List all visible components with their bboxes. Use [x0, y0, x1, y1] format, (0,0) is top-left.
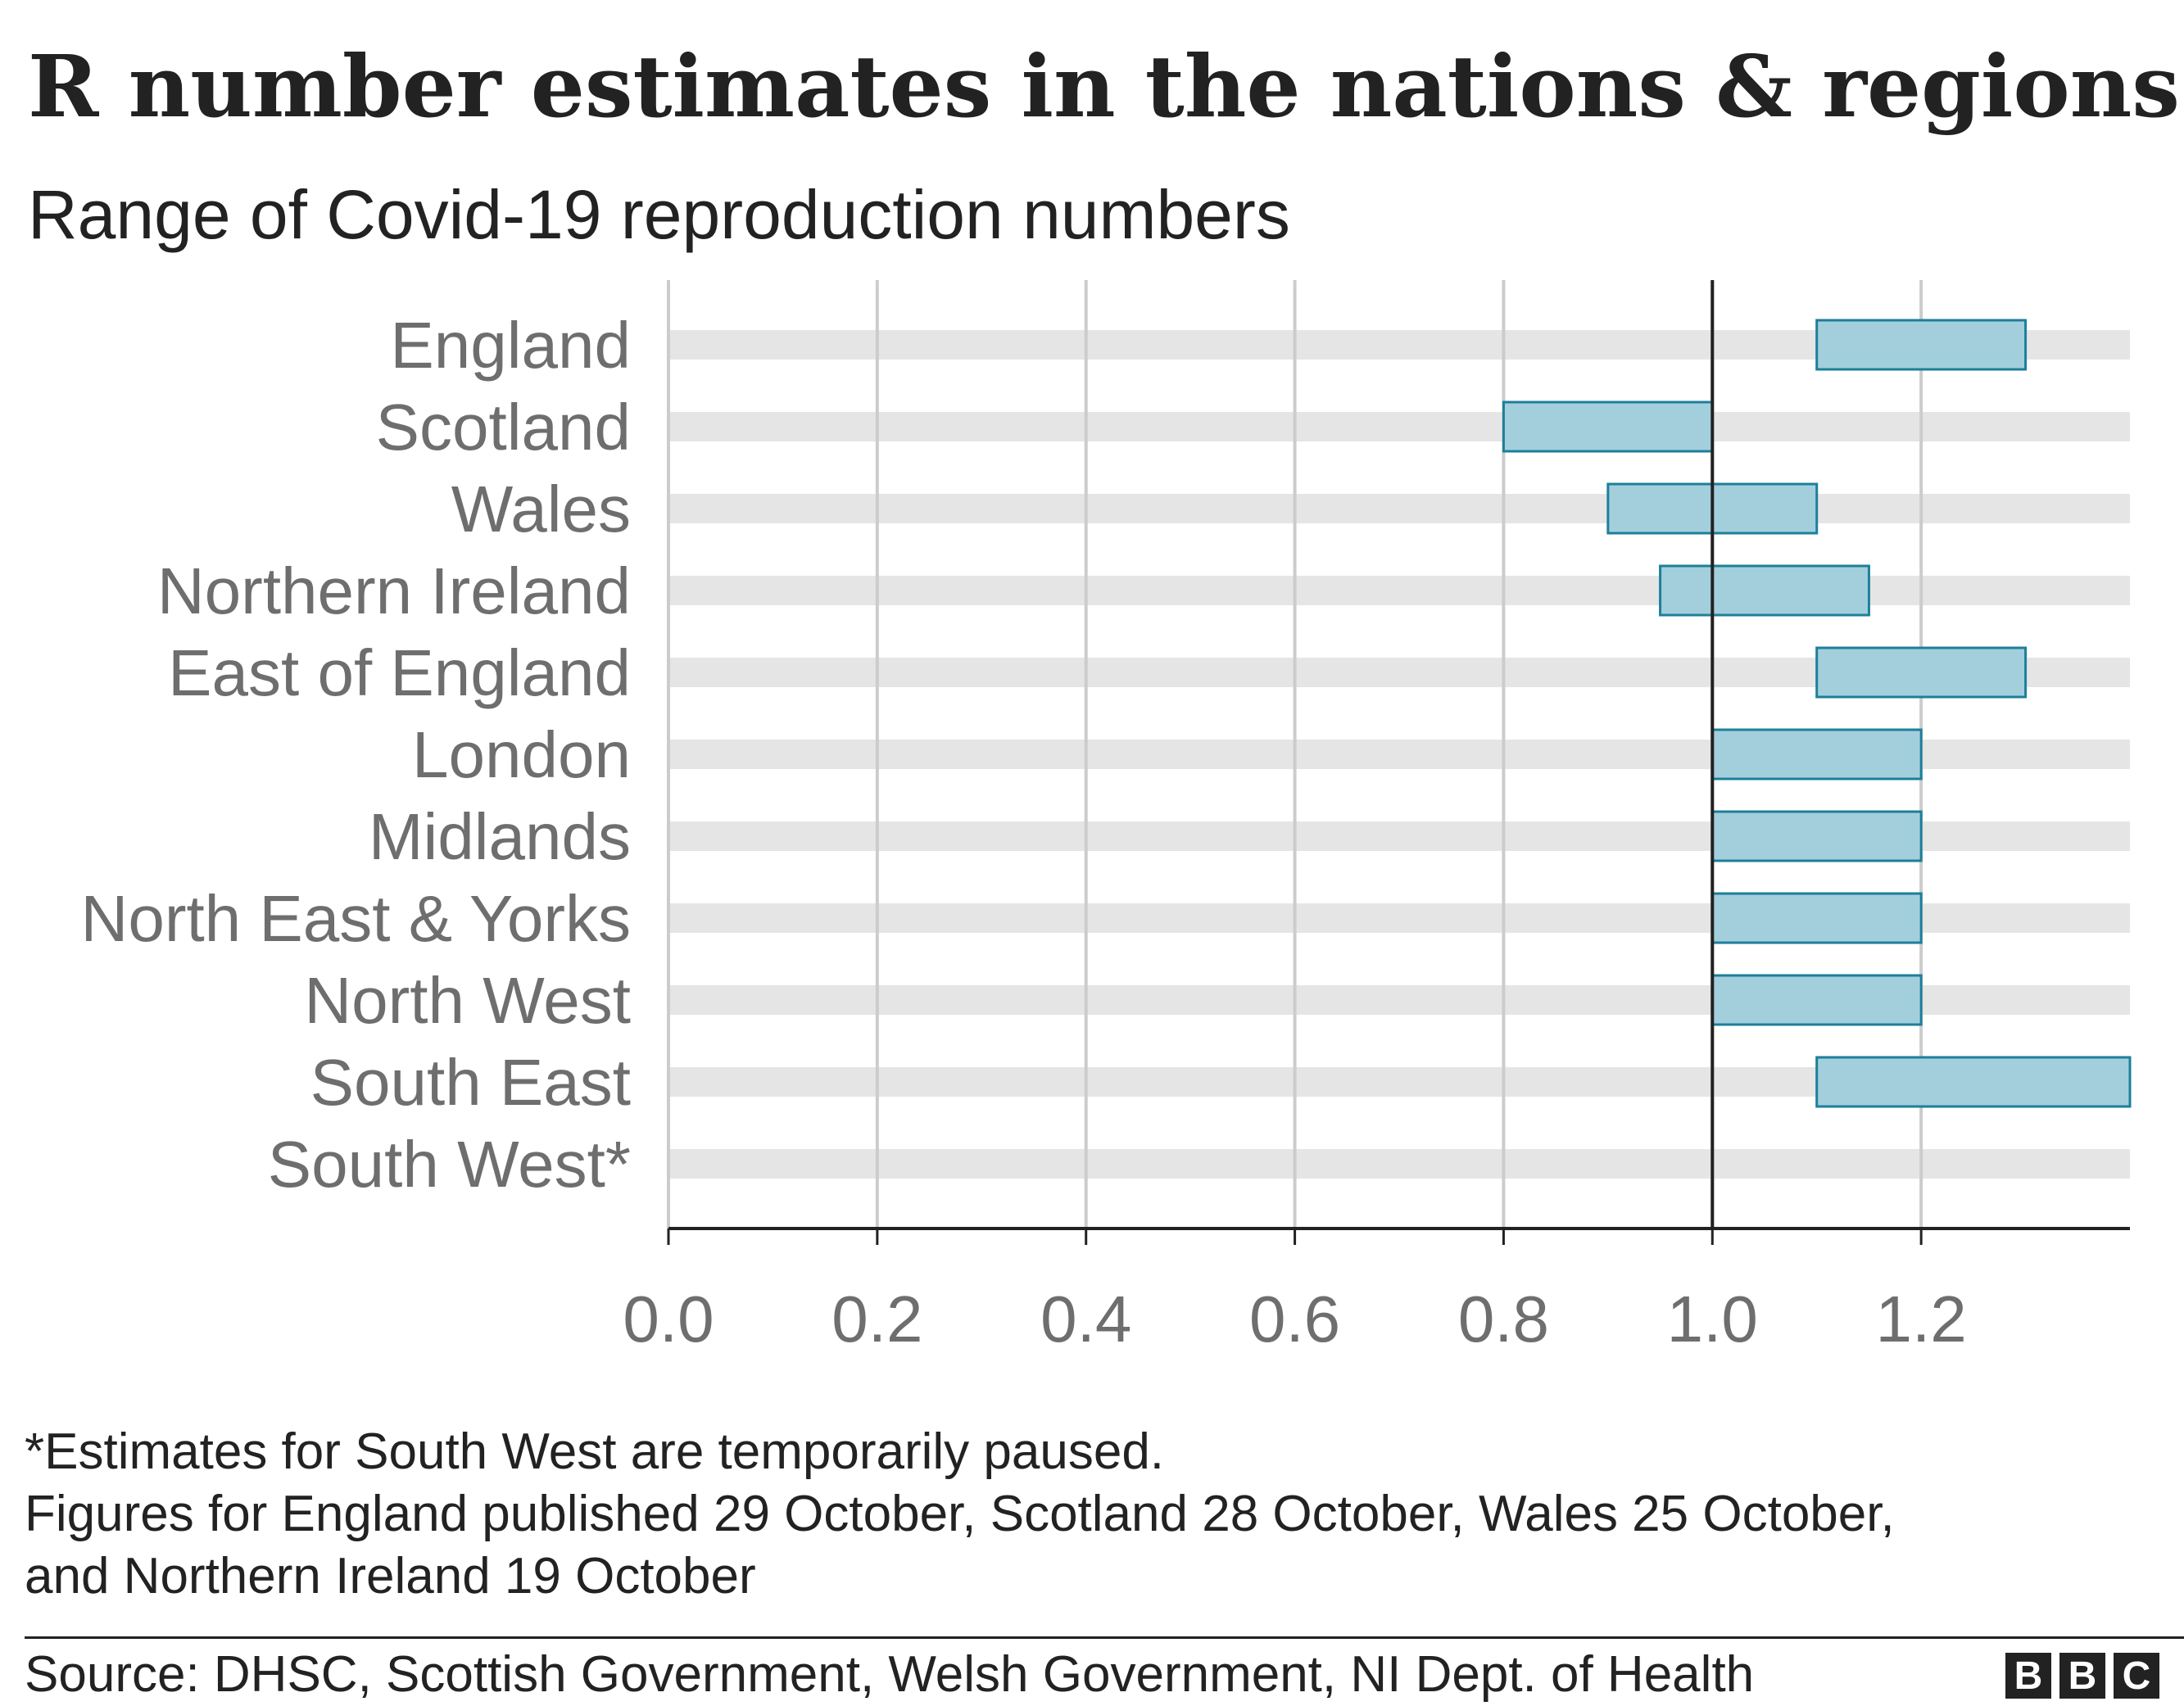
category-label: England	[390, 309, 631, 382]
footnote-publication-dates-cont: and Northern Ireland 19 October	[25, 1548, 756, 1604]
source-credit: Source: DHSC, Scottish Government, Welsh…	[25, 1646, 1755, 1703]
category-label: South West*	[268, 1128, 631, 1201]
x-tick-label: 0.2	[831, 1283, 922, 1355]
footnote-publication-dates: Figures for England published 29 October…	[25, 1486, 1895, 1542]
x-tick-label: 0.6	[1249, 1283, 1340, 1355]
footnotes: *Estimates for South West are temporaril…	[25, 1421, 1895, 1608]
range-bar	[1710, 974, 1923, 1026]
row-track	[668, 494, 2130, 523]
range-chart: England Scotland Wales Northern Ireland East…	[81, 280, 2132, 1355]
range-bar	[1815, 646, 2028, 699]
category-label: North East & Yorks	[81, 882, 631, 955]
category-label: London	[412, 718, 631, 791]
chart-title: R number estimates in the nations & regi…	[28, 36, 2180, 137]
row-track	[668, 1149, 2130, 1179]
range-bar	[1710, 892, 1923, 944]
category-label: Northern Ireland	[157, 554, 631, 627]
category-label: South East	[310, 1046, 631, 1119]
x-tick-label: 0.8	[1458, 1283, 1549, 1355]
range-bars	[1502, 319, 2132, 1108]
x-tick-labels: 0.0 0.2 0.4 0.6 0.8 1.0 1.2	[623, 1283, 1966, 1355]
x-tick-label: 0.4	[1040, 1283, 1131, 1355]
range-bar	[1659, 564, 1870, 617]
row-track	[668, 576, 2130, 605]
bbc-logo: B B C	[2005, 1653, 2159, 1699]
row-track	[668, 412, 2130, 441]
range-bar	[1815, 319, 2028, 371]
range-bar	[1710, 728, 1923, 781]
range-bar	[1815, 1056, 2132, 1108]
category-label: Midlands	[369, 800, 631, 873]
category-label: East of England	[168, 636, 631, 709]
x-tick-label: 1.2	[1876, 1283, 1967, 1355]
logo-letter: B	[2059, 1653, 2105, 1699]
category-labels: England Scotland Wales Northern Ireland East…	[81, 309, 631, 1201]
category-label: North West	[304, 964, 631, 1037]
category-label: Scotland	[376, 391, 631, 464]
category-label: Wales	[451, 473, 631, 545]
footer-divider	[25, 1636, 2184, 1639]
range-bar	[1502, 400, 1714, 453]
x-tick-label: 1.0	[1667, 1283, 1758, 1355]
x-axis	[667, 1227, 2130, 1245]
logo-letter: C	[2114, 1653, 2159, 1699]
row-tracks	[668, 330, 2130, 1179]
x-tick-label: 0.0	[623, 1283, 714, 1355]
range-bar	[1710, 810, 1923, 862]
logo-letter: B	[2005, 1653, 2051, 1699]
footnote-south-west: *Estimates for South West are temporaril…	[25, 1423, 1165, 1480]
chart-subtitle: Range of Covid-19 reproduction numbers	[28, 176, 1290, 253]
